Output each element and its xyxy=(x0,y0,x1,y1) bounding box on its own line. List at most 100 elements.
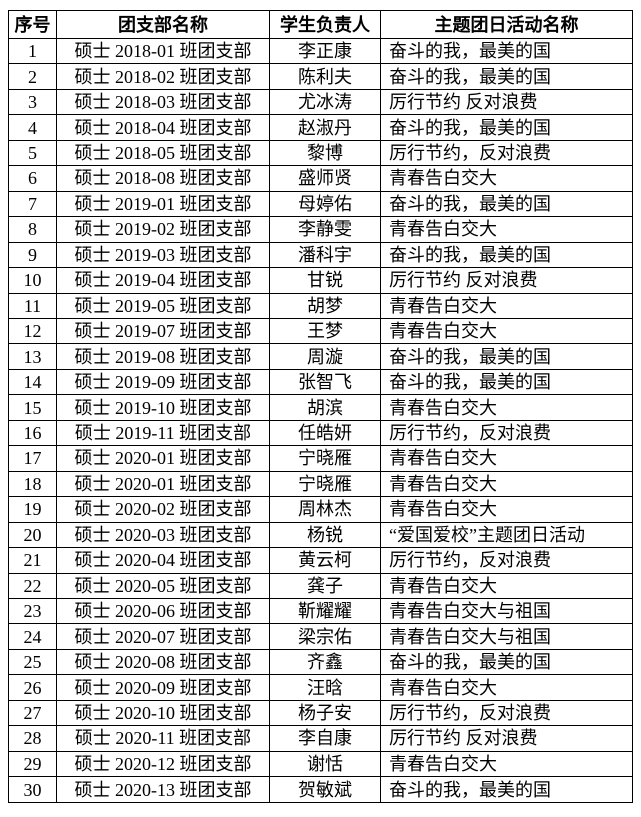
row-number-cell: 22 xyxy=(8,572,57,599)
activity-name-cell: 厉行节约 反对浪费 xyxy=(380,725,633,752)
activity-name-cell: 奋斗的我，最美的国 xyxy=(380,648,633,676)
branch-name-cell: 硕士 2020-02 班团支部 xyxy=(56,496,270,523)
table-row: 16 硕士 2019-11 班团支部 任皓妍 厉行节约，反对浪费 xyxy=(8,419,633,447)
activity-name-cell: 厉行节约，反对浪费 xyxy=(380,419,633,447)
table-row: 7 硕士 2019-01 班团支部 母婷佑 奋斗的我，最美的国 xyxy=(8,190,633,218)
activity-name-cell: 厉行节约 反对浪费 xyxy=(380,88,633,116)
leader-name-cell: 任皓妍 xyxy=(269,419,381,447)
activity-name-cell: 青春告白交大与祖国 xyxy=(380,623,633,650)
branch-name-cell: 硕士 2019-03 班团支部 xyxy=(56,241,270,269)
branch-name-cell: 硕士 2019-05 班团支部 xyxy=(56,292,270,319)
activity-name-cell: 青春告白交大 xyxy=(380,572,633,599)
table-row: 22 硕士 2020-05 班团支部 龚子 青春告白交大 xyxy=(8,572,633,599)
row-number-cell: 1 xyxy=(8,37,57,65)
activity-name-cell: 奋斗的我，最美的国 xyxy=(380,63,633,90)
leader-name-cell: 李静雯 xyxy=(269,216,381,243)
activity-name-cell: 青春告白交大 xyxy=(380,674,633,701)
activity-name-cell: 青春告白交大 xyxy=(380,445,633,472)
branch-name-cell: 硕士 2019-10 班团支部 xyxy=(56,394,270,421)
activity-name-cell: 青春告白交大 xyxy=(380,165,633,192)
row-number-cell: 8 xyxy=(8,216,57,243)
branch-name-cell: 硕士 2020-12 班团支部 xyxy=(56,750,270,778)
table-row: 23 硕士 2020-06 班团支部 靳耀耀 青春告白交大与祖国 xyxy=(8,597,633,625)
branch-name-cell: 硕士 2018-04 班团支部 xyxy=(56,114,270,141)
branch-name-cell: 硕士 2019-09 班团支部 xyxy=(56,368,270,396)
row-number-cell: 20 xyxy=(8,521,57,549)
column-header-branch-name: 团支部名称 xyxy=(56,10,270,39)
table-row: 4 硕士 2018-04 班团支部 赵淑丹 奋斗的我，最美的国 xyxy=(8,114,633,141)
branch-name-cell: 硕士 2019-08 班团支部 xyxy=(56,343,270,370)
row-number-cell: 27 xyxy=(8,699,57,727)
leader-name-cell: 胡滨 xyxy=(269,394,381,421)
leader-name-cell: 周漩 xyxy=(269,343,381,370)
table-row: 10 硕士 2019-04 班团支部 甘锐 厉行节约 反对浪费 xyxy=(8,267,633,294)
table-row: 17 硕士 2020-01 班团支部 宁晓雁 青春告白交大 xyxy=(8,445,633,472)
leader-name-cell: 靳耀耀 xyxy=(269,597,381,625)
table-row: 5 硕士 2018-05 班团支部 黎博 厉行节约，反对浪费 xyxy=(8,139,633,167)
table-row: 6 硕士 2018-08 班团支部 盛师贤 青春告白交大 xyxy=(8,165,633,192)
branch-name-cell: 硕士 2019-02 班团支部 xyxy=(56,216,270,243)
row-number-cell: 14 xyxy=(8,368,57,396)
column-header-activity-name: 主题团日活动名称 xyxy=(380,10,633,39)
leader-name-cell: 潘科宇 xyxy=(269,241,381,269)
table-row: 2 硕士 2018-02 班团支部 陈利夫 奋斗的我，最美的国 xyxy=(8,63,633,90)
branch-name-cell: 硕士 2020-01 班团支部 xyxy=(56,445,270,472)
activity-name-cell: 青春告白交大 xyxy=(380,470,633,498)
row-number-cell: 6 xyxy=(8,165,57,192)
branch-name-cell: 硕士 2019-11 班团支部 xyxy=(56,419,270,447)
row-number-cell: 2 xyxy=(8,63,57,90)
activity-name-cell: 青春告白交大 xyxy=(380,292,633,319)
row-number-cell: 26 xyxy=(8,674,57,701)
branch-name-cell: 硕士 2020-10 班团支部 xyxy=(56,699,270,727)
activity-name-cell: 奋斗的我，最美的国 xyxy=(380,343,633,370)
table-row: 21 硕士 2020-04 班团支部 黄云柯 厉行节约，反对浪费 xyxy=(8,547,633,574)
leader-name-cell: 谢恬 xyxy=(269,750,381,778)
table-row: 25 硕士 2020-08 班团支部 齐鑫 奋斗的我，最美的国 xyxy=(8,648,633,676)
leader-name-cell: 杨锐 xyxy=(269,521,381,549)
table-row: 8 硕士 2019-02 班团支部 李静雯 青春告白交大 xyxy=(8,216,633,243)
leader-name-cell: 黄云柯 xyxy=(269,547,381,574)
activity-name-cell: 青春告白交大 xyxy=(380,216,633,243)
branch-name-cell: 硕士 2018-01 班团支部 xyxy=(56,37,270,65)
table-row: 28 硕士 2020-11 班团支部 李自康 厉行节约 反对浪费 xyxy=(8,725,633,752)
row-number-cell: 23 xyxy=(8,597,57,625)
row-number-cell: 15 xyxy=(8,394,57,421)
branch-name-cell: 硕士 2020-13 班团支部 xyxy=(56,776,270,803)
row-number-cell: 21 xyxy=(8,547,57,574)
branch-name-cell: 硕士 2018-02 班团支部 xyxy=(56,63,270,90)
row-number-cell: 7 xyxy=(8,190,57,218)
league-branch-activities-table: 序号 团支部名称 学生负责人 主题团日活动名称 1 硕士 2018-01 班团支部 李正康… xyxy=(8,10,633,803)
leader-name-cell: 母婷佑 xyxy=(269,190,381,218)
leader-name-cell: 齐鑫 xyxy=(269,648,381,676)
leader-name-cell: 李正康 xyxy=(269,37,381,65)
leader-name-cell: 梁宗佑 xyxy=(269,623,381,650)
activity-name-cell: 厉行节约 反对浪费 xyxy=(380,267,633,294)
table-row: 1 硕士 2018-01 班团支部 李正康 奋斗的我，最美的国 xyxy=(8,37,633,65)
activity-name-cell: 奋斗的我，最美的国 xyxy=(380,776,633,803)
row-number-cell: 24 xyxy=(8,623,57,650)
branch-name-cell: 硕士 2020-05 班团支部 xyxy=(56,572,270,599)
activity-name-cell: 厉行节约，反对浪费 xyxy=(380,547,633,574)
leader-name-cell: 杨子安 xyxy=(269,699,381,727)
activity-name-cell: “爱国爱校”主题团日活动 xyxy=(380,521,633,549)
leader-name-cell: 宁晓雁 xyxy=(269,445,381,472)
activity-name-cell: 奋斗的我，最美的国 xyxy=(380,114,633,141)
branch-name-cell: 硕士 2018-05 班团支部 xyxy=(56,139,270,167)
leader-name-cell: 赵淑丹 xyxy=(269,114,381,141)
leader-name-cell: 黎博 xyxy=(269,139,381,167)
branch-name-cell: 硕士 2020-04 班团支部 xyxy=(56,547,270,574)
table-row: 24 硕士 2020-07 班团支部 梁宗佑 青春告白交大与祖国 xyxy=(8,623,633,650)
column-header-student-leader: 学生负责人 xyxy=(269,10,381,39)
activity-name-cell: 厉行节约，反对浪费 xyxy=(380,139,633,167)
leader-name-cell: 汪晗 xyxy=(269,674,381,701)
activity-name-cell: 青春告白交大 xyxy=(380,317,633,345)
row-number-cell: 29 xyxy=(8,750,57,778)
branch-name-cell: 硕士 2019-01 班团支部 xyxy=(56,190,270,218)
branch-name-cell: 硕士 2018-03 班团支部 xyxy=(56,88,270,116)
table-row: 12 硕士 2019-07 班团支部 王梦 青春告白交大 xyxy=(8,317,633,345)
row-number-cell: 11 xyxy=(8,292,57,319)
activity-name-cell: 青春告白交大 xyxy=(380,394,633,421)
activity-name-cell: 厉行节约，反对浪费 xyxy=(380,699,633,727)
row-number-cell: 30 xyxy=(8,776,57,803)
activity-name-cell: 奋斗的我，最美的国 xyxy=(380,368,633,396)
